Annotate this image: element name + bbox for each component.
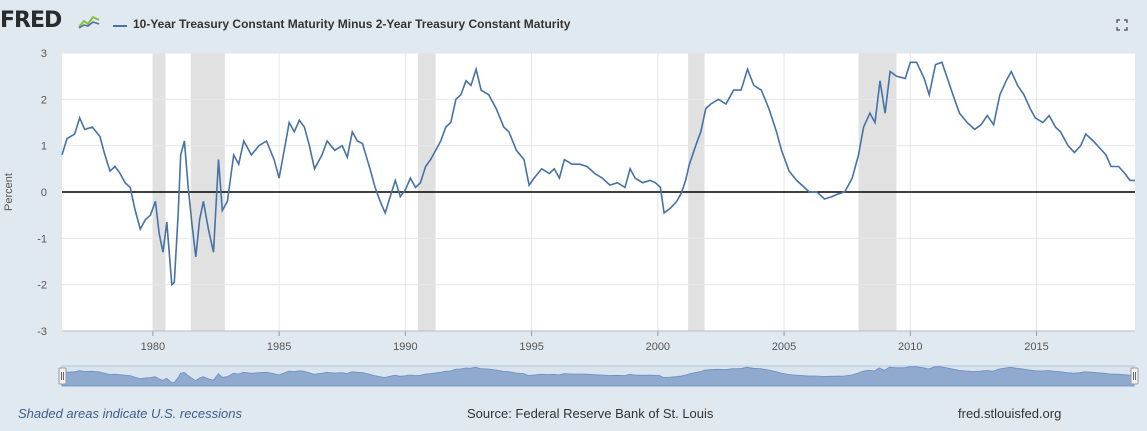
x-tick-label: 2010: [898, 341, 922, 353]
fred-chart-icon: [78, 12, 100, 30]
x-tick-label: 1985: [267, 341, 291, 353]
x-tick-label: 2005: [772, 341, 796, 353]
x-tick-label: 1980: [141, 341, 165, 353]
range-navigator[interactable]: [58, 365, 1139, 387]
series-line: [61, 61, 1135, 287]
recession-note: Shaded areas indicate U.S. recessions: [18, 406, 243, 421]
plot-area: 3 2 1 0 -1 -2 -3 1980 1985 1990 1995 2000 2005 2010 20…: [3, 48, 1135, 353]
y-tick-label: -3: [37, 326, 47, 338]
x-tick-label: 1995: [519, 341, 543, 353]
fred-logo[interactable]: FRED: [0, 8, 62, 33]
x-tick-label: 2015: [1024, 341, 1048, 353]
fullscreen-icon[interactable]: [1116, 19, 1128, 31]
chart-header: FRED 10-Year Treasury Constant Maturity …: [0, 0, 1147, 50]
y-axis-label: Percent: [3, 173, 15, 211]
y-tick-label: 2: [41, 94, 47, 106]
y-tick-label: 1: [41, 141, 47, 153]
y-tick-label: -1: [37, 233, 47, 245]
y-tick-label: -2: [37, 280, 47, 292]
source-note: Source: Federal Reserve Bank of St. Loui…: [467, 406, 714, 421]
navigator-left-handle[interactable]: [58, 367, 67, 385]
x-tick-label: 1990: [393, 341, 417, 353]
navigator-series-area: [61, 366, 1135, 387]
y-tick-label: 0: [41, 187, 47, 199]
legend-series-title: 10-Year Treasury Constant Maturity Minus…: [133, 17, 571, 31]
site-link[interactable]: fred.stlouisfed.org: [958, 406, 1062, 421]
x-tick-label: 2000: [646, 341, 670, 353]
legend-swatch: [113, 25, 127, 27]
y-tick-label: 3: [41, 48, 47, 60]
navigator-right-handle[interactable]: [1130, 367, 1139, 385]
